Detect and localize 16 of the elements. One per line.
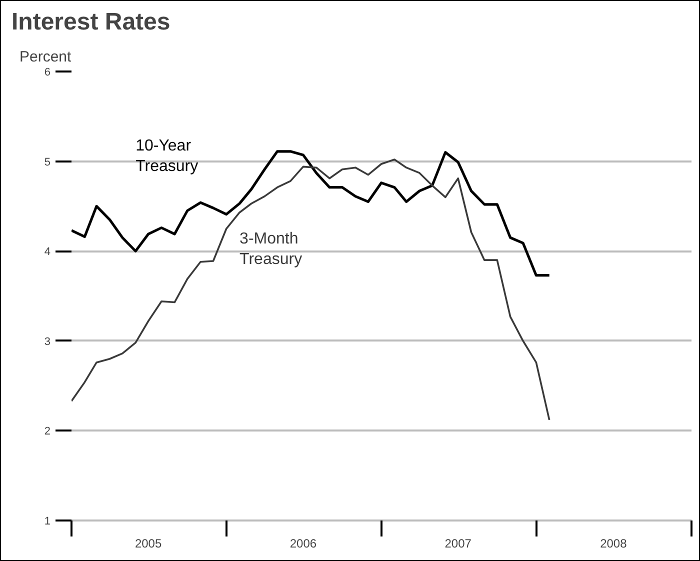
y-tick-label: 3 xyxy=(44,336,51,348)
y-axis-title: Percent xyxy=(20,48,72,66)
series-label: 3-Month Treasury xyxy=(240,230,302,268)
x-tick-label: 2007 xyxy=(444,536,472,550)
y-tick-label: 4 xyxy=(44,246,51,258)
chart-title: Interest Rates xyxy=(12,8,170,36)
y-tick-label: 5 xyxy=(44,156,51,168)
series-label: 10-Year Treasury xyxy=(136,137,198,175)
line-series xyxy=(72,158,550,421)
y-tick-label: 1 xyxy=(44,516,51,528)
x-tick-label: 2005 xyxy=(134,536,162,550)
x-tick-label: 2008 xyxy=(600,536,628,550)
line-series xyxy=(72,150,551,277)
y-tick-label: 2 xyxy=(44,426,51,438)
x-tick-label: 2006 xyxy=(290,536,317,550)
y-tick-label: 6 xyxy=(44,66,51,78)
